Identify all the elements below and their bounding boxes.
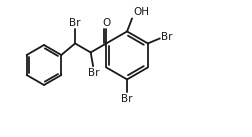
Text: Br: Br	[121, 94, 133, 104]
Text: Br: Br	[88, 68, 100, 78]
Text: Br: Br	[69, 18, 81, 28]
Text: OH: OH	[133, 7, 149, 17]
Text: Br: Br	[161, 32, 172, 42]
Text: O: O	[102, 18, 110, 28]
